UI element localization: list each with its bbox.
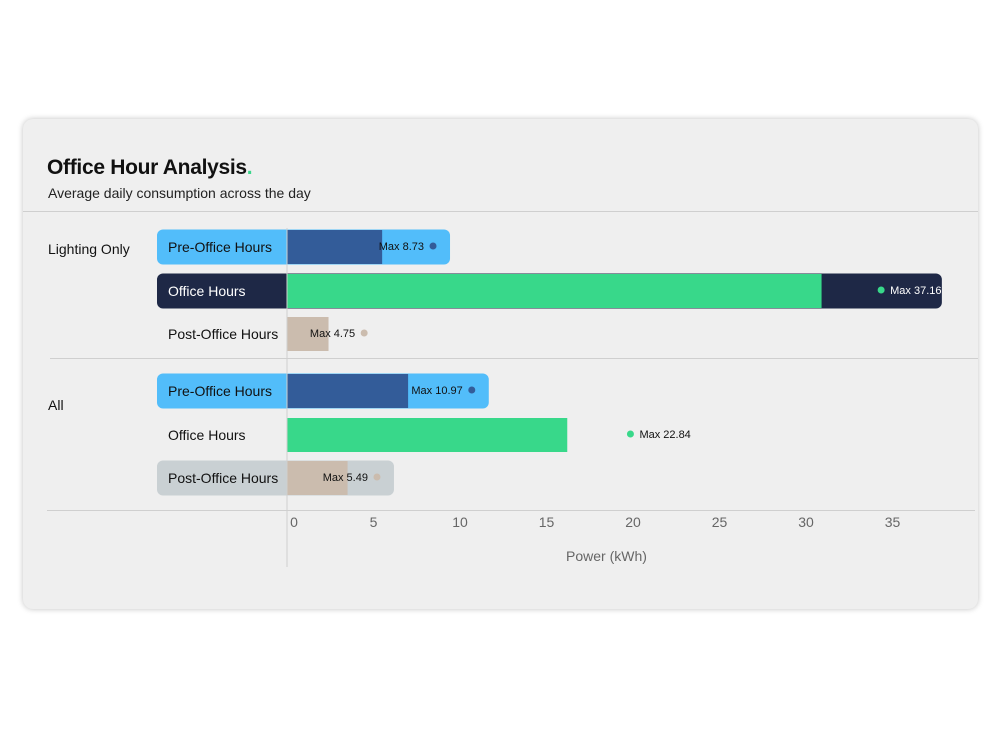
max-marker-dot [626, 430, 634, 438]
max-label: Max 8.73 [379, 241, 424, 253]
max-label: Max 10.97 [411, 385, 462, 397]
max-label: Max 4.75 [310, 328, 355, 340]
max-marker-dot [468, 386, 476, 394]
max-label: Max 22.84 [639, 429, 690, 441]
axis-divider [47, 510, 975, 511]
row-label-pre-office-hours: Pre-Office Hours [168, 383, 272, 399]
bar-pre-office-hours [287, 230, 383, 264]
max-label: Max 37.16 [890, 285, 941, 297]
x-tick-label: 25 [712, 514, 728, 530]
group-label-all: All [48, 397, 64, 413]
row-label-pre-office-hours: Pre-Office Hours [168, 239, 272, 255]
chart-card: Office Hour Analysis. Average daily cons… [23, 119, 978, 609]
chart-title-text: Office Hour Analysis [47, 156, 247, 179]
bar-pre-office-hours [287, 374, 409, 408]
x-tick-label: 0 [290, 514, 298, 530]
group-label-lighting-only: Lighting Only [48, 241, 130, 257]
x-tick-label: 20 [625, 514, 641, 530]
row-label-post-office-hours: Post-Office Hours [168, 470, 278, 486]
x-axis-title: Power (kWh) [566, 548, 647, 564]
row-label-office-hours: Office Hours [168, 283, 246, 299]
bar-office-hours [287, 274, 822, 308]
x-tick-label: 35 [885, 514, 901, 530]
row-label-office-hours: Office Hours [168, 427, 246, 443]
title-accent-dot: . [246, 156, 253, 179]
chart-title: Office Hour Analysis. [47, 156, 253, 180]
x-tick-label: 15 [539, 514, 555, 530]
x-tick-label: 5 [370, 514, 378, 530]
chart-subtitle: Average daily consumption across the day [48, 185, 311, 201]
x-tick-label: 10 [452, 514, 468, 530]
header-divider [23, 211, 978, 212]
max-marker-dot [877, 286, 885, 294]
x-tick-label: 30 [798, 514, 814, 530]
bar-office-hours [287, 418, 568, 452]
group-divider [50, 358, 978, 359]
max-marker-dot [429, 242, 437, 250]
row-label-post-office-hours: Post-Office Hours [168, 326, 278, 342]
max-marker-dot [373, 473, 381, 481]
bar-post-office-hours [287, 317, 329, 351]
max-marker-dot [360, 329, 368, 337]
bar-post-office-hours [287, 461, 348, 495]
max-label: Max 5.49 [323, 472, 368, 484]
